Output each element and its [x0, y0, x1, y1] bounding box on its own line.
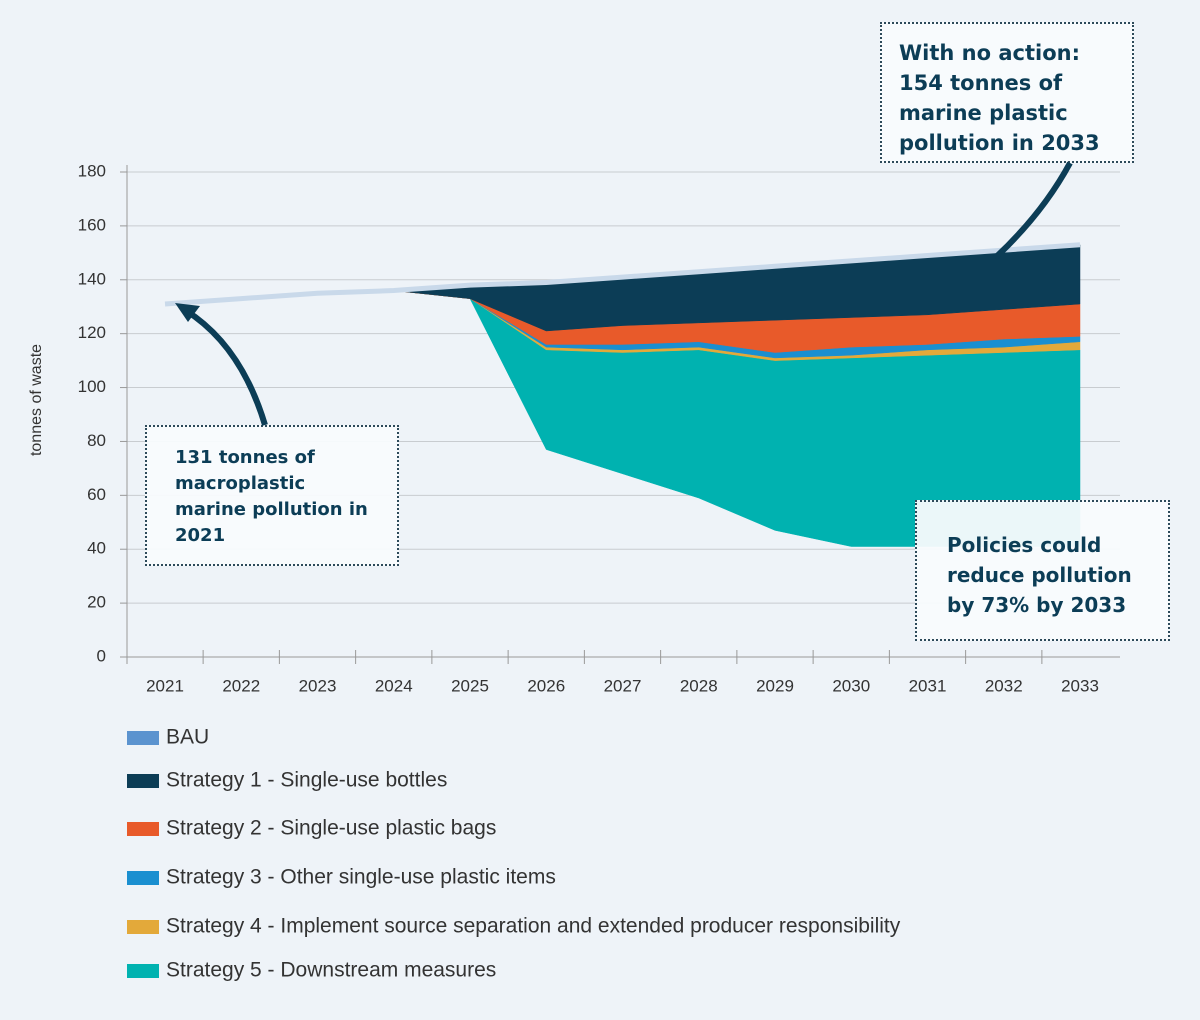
x-tick-label: 2022 [222, 676, 260, 695]
annotation: 131 tonnes of macroplastic marine pollut… [145, 425, 399, 566]
y-tick-label: 60 [87, 485, 106, 504]
legend-swatch [127, 920, 159, 934]
x-tick-label: 2028 [680, 676, 718, 695]
x-tick-label: 2032 [985, 676, 1023, 695]
x-tick-label: 2023 [299, 676, 337, 695]
y-tick-label: 80 [87, 431, 106, 450]
y-tick-label: 40 [87, 539, 106, 558]
x-tick-label: 2021 [146, 676, 184, 695]
y-tick-label: 100 [78, 377, 106, 396]
y-axis-label: tonnes of waste [28, 344, 45, 456]
legend-swatch [127, 871, 159, 885]
x-tick-label: 2031 [909, 676, 947, 695]
legend-label: Strategy 1 - Single-use bottles [166, 769, 447, 792]
legend-swatch [127, 964, 159, 978]
line [164, 242, 1081, 307]
y-tick-label: 20 [87, 593, 106, 612]
legend-swatch [127, 774, 159, 788]
legend-label: BAU [166, 726, 209, 749]
y-tick-label: 120 [78, 323, 106, 342]
legend-label: Strategy 2 - Single-use plastic bags [166, 817, 496, 840]
y-tick-label: 180 [78, 161, 106, 180]
y-tick-label: 160 [78, 215, 106, 234]
x-tick-label: 2027 [604, 676, 642, 695]
y-tick-label: 0 [97, 646, 106, 665]
x-tick-label: 2025 [451, 676, 489, 695]
x-tick-label: 2029 [756, 676, 794, 695]
x-tick-label: 2033 [1061, 676, 1099, 695]
y-tick-label: 140 [78, 269, 106, 288]
annotation: Policies could reduce pollution by 73% b… [915, 500, 1170, 641]
annotation: With no action: 154 tonnes of marine pla… [880, 22, 1134, 163]
legend-label: Strategy 5 - Downstream measures [166, 959, 496, 982]
x-tick-label: 2030 [832, 676, 870, 695]
x-tick-label: 2026 [527, 676, 565, 695]
x-tick-label: 2024 [375, 676, 413, 695]
legend-label: Strategy 4 - Implement source separation… [166, 915, 901, 938]
legend-label: Strategy 3 - Other single-use plastic it… [166, 866, 556, 889]
legend-swatch [127, 731, 159, 745]
legend-swatch [127, 822, 159, 836]
